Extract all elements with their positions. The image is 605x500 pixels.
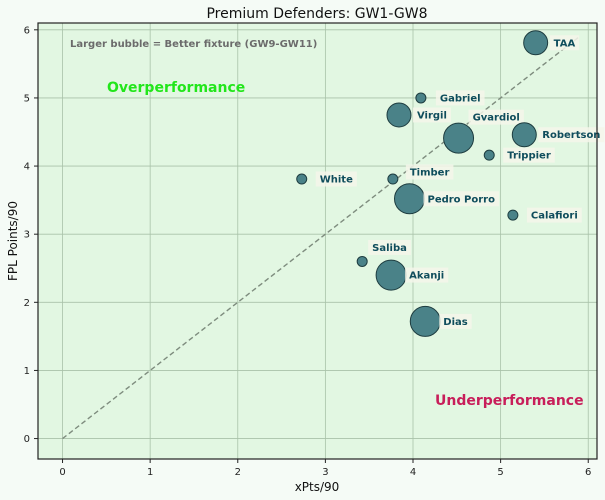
- y-tick-label: 3: [24, 230, 30, 241]
- data-point: White: [296, 171, 357, 187]
- bubble-marker: [296, 173, 308, 185]
- bubble-marker: [386, 102, 412, 128]
- point-label: Gabriel: [440, 93, 481, 104]
- data-point: Gabriel: [415, 90, 485, 106]
- y-tick-label: 1: [24, 366, 30, 377]
- y-tick-label: 6: [24, 25, 30, 36]
- data-point: TAA: [523, 30, 580, 56]
- bubbles: TAA Gabriel Virgil Gvardiol Robertson Trippie…: [296, 30, 605, 337]
- underperformance-label: Underperformance: [435, 393, 584, 409]
- x-tick-label: 1: [147, 467, 153, 478]
- bubble-marker: [387, 173, 399, 185]
- point-label: White: [320, 175, 353, 186]
- data-point: Pedro Porro: [393, 183, 499, 215]
- data-point: Timber: [387, 164, 454, 185]
- y-tick-label: 0: [24, 434, 30, 445]
- bubble-marker: [443, 122, 475, 154]
- x-tick-label: 4: [410, 467, 416, 478]
- chart-title: Premium Defenders: GW1-GW8: [206, 6, 427, 22]
- x-tick-label: 2: [235, 467, 241, 478]
- label-box: [368, 239, 411, 255]
- data-point: Saliba: [356, 239, 411, 267]
- bubble-marker: [511, 122, 537, 148]
- axis-ticks: 0 1 2 3 4 5 6 0 1 2 3 4 5 6: [24, 25, 592, 478]
- x-axis-label: xPts/90: [295, 480, 340, 494]
- bubble-marker: [375, 259, 407, 291]
- point-label: Timber: [410, 168, 450, 179]
- data-point: Robertson: [511, 122, 605, 148]
- point-label: Calafiori: [531, 211, 578, 222]
- point-label: Gvardiol: [473, 113, 520, 124]
- bubble-marker: [393, 183, 425, 215]
- point-label: TAA: [554, 38, 576, 49]
- bubble-marker: [523, 30, 549, 56]
- label-box: [503, 147, 555, 163]
- data-point: Dias: [409, 305, 472, 337]
- x-tick-label: 3: [322, 467, 328, 478]
- bubble-marker: [356, 255, 368, 267]
- x-tick-label: 6: [585, 467, 591, 478]
- label-box: [435, 90, 485, 106]
- overperformance-label: Overperformance: [107, 80, 245, 96]
- point-label: Virgil: [417, 110, 447, 121]
- bubble-note: Larger bubble = Better fixture (GW9-GW11…: [70, 39, 317, 50]
- plot-frame: [37, 22, 598, 460]
- bubble-marker: [483, 149, 495, 161]
- point-label: Robertson: [542, 130, 600, 141]
- label-box: [549, 35, 580, 51]
- label-box: [405, 164, 454, 180]
- point-label: Dias: [443, 317, 467, 328]
- label-box: [538, 127, 605, 143]
- bubble-marker: [507, 209, 519, 221]
- point-label: Akanji: [409, 271, 444, 282]
- data-point: Gvardiol: [443, 109, 524, 154]
- y-axis-label: FPL Points/90: [6, 201, 20, 281]
- reference-line: [62, 36, 580, 440]
- y-tick-label: 4: [24, 162, 30, 173]
- point-label: Trippier: [507, 151, 551, 162]
- grid-lines: [38, 23, 597, 459]
- y-tick-label: 2: [24, 298, 30, 309]
- label-box: [439, 313, 472, 329]
- data-point: Trippier: [483, 147, 555, 163]
- bubble-marker: [409, 305, 441, 337]
- label-box: [405, 267, 449, 283]
- data-point: Akanji: [375, 259, 449, 291]
- label-box: [315, 171, 357, 187]
- bubble-marker: [415, 92, 427, 104]
- y-tick-label: 5: [24, 93, 30, 104]
- label-box: [412, 107, 451, 123]
- label-box: [526, 207, 582, 223]
- x-tick-label: 5: [497, 467, 503, 478]
- point-label: Pedro Porro: [427, 194, 495, 205]
- data-point: Calafiori: [507, 207, 582, 223]
- label-box: [423, 191, 499, 207]
- data-point: Virgil: [386, 102, 451, 128]
- label-box: [468, 109, 524, 125]
- x-tick-label: 0: [59, 467, 65, 478]
- point-label: Saliba: [372, 243, 407, 254]
